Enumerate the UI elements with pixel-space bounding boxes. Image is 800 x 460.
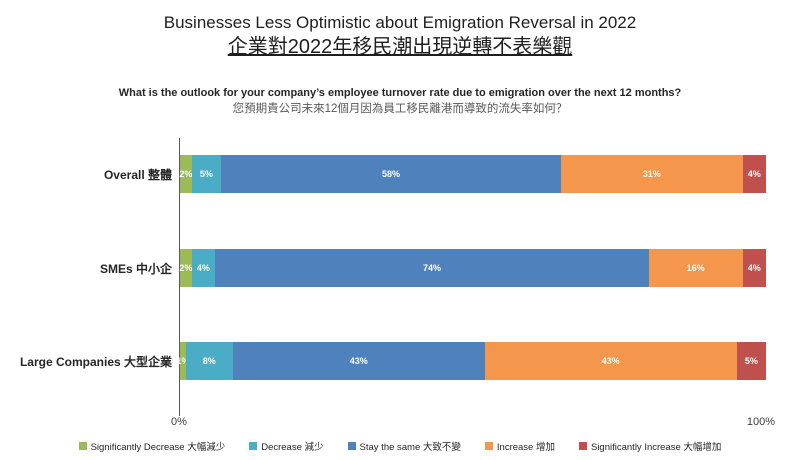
bar-segment: 2% (179, 249, 193, 287)
stacked-bar: 2% 5% 58% 31% 4% (179, 155, 766, 193)
legend-item: Increase 增加 (484, 439, 555, 453)
legend-item: Significantly Increase 大幅增加 (578, 439, 722, 453)
x-axis-label-min: 0% (171, 416, 187, 428)
legend-swatch (484, 442, 493, 450)
bar-segment: 31% (560, 155, 743, 193)
category-label: Large Companies 大型企業 (19, 354, 172, 369)
bar-segment: 58% (221, 155, 561, 193)
bar-segment: 8% (185, 342, 233, 380)
bar-segment: 43% (484, 342, 737, 380)
legend: Significantly Decrease 大幅減少 Decrease 減少 St… (0, 439, 800, 453)
bar-value-label: 5% (744, 356, 758, 366)
x-axis-tick (179, 412, 180, 416)
y-axis-line (179, 138, 180, 412)
survey-question-zh: 您預期貴公司未來12個月因為員工移民離港而導致的流失率如何？ (232, 103, 568, 115)
bar-value-label: 4% (196, 263, 210, 273)
bar-segment: 1% (176, 342, 189, 380)
category-label: Overall 整體 (103, 167, 172, 182)
bar-row: Large Companies 大型企業 1% 8% 43% 43% 5% (0, 342, 766, 380)
chart-header: Businesses Less Optimistic about Emigrat… (0, 12, 800, 61)
x-axis-label-max: 100% (746, 416, 776, 428)
stacked-bar: 1% 8% 43% 43% 5% (176, 342, 766, 380)
legend-label: Significantly Decrease 大幅減少 (90, 442, 226, 453)
bar-value-label: 16% (686, 263, 705, 273)
legend-swatch (78, 442, 87, 450)
legend-label: Decrease 減少 (261, 442, 324, 453)
legend-label: Increase 增加 (496, 442, 555, 453)
stacked-bar: 2% 4% 74% 16% 4% (179, 249, 766, 287)
bar-value-label: 4% (747, 169, 761, 179)
bar-segment: 5% (736, 342, 766, 380)
bar-value-label: 4% (747, 263, 761, 273)
bar-row: Overall 整體 2% 5% 58% 31% 4% (0, 155, 766, 193)
bar-value-label: 43% (601, 356, 620, 366)
bar-value-label: 2% (179, 263, 193, 273)
bar-segment: 16% (648, 249, 743, 287)
legend-label: Stay the same 大致不變 (359, 442, 461, 453)
legend-swatch (249, 442, 258, 450)
bar-segment: 74% (215, 249, 649, 287)
bar-segment: 4% (191, 249, 216, 287)
bar-segment: 4% (742, 155, 766, 193)
bar-value-label: 8% (202, 356, 216, 366)
bar-segment: 5% (191, 155, 222, 193)
bar-value-label: 2% (179, 169, 193, 179)
legend-swatch (578, 442, 587, 450)
bar-segment: 4% (742, 249, 766, 287)
legend-swatch (347, 442, 356, 450)
legend-label: Significantly Increase 大幅增加 (590, 442, 722, 453)
legend-item: Significantly Decrease 大幅減少 (78, 439, 226, 453)
category-label: SMEs 中小企 (99, 261, 172, 276)
bar-segment: 43% (232, 342, 485, 380)
chart-title-zh: 企業對2022年移民潮出現逆轉不表樂觀 (227, 36, 573, 58)
bar-segment: 2% (179, 155, 193, 193)
chart-title-en: Businesses Less Optimistic about Emigrat… (163, 13, 637, 32)
bar-value-label: 1% (176, 356, 190, 366)
legend-item: Stay the same 大致不變 (347, 439, 461, 453)
bar-row: SMEs 中小企 2% 4% 74% 16% 4% (0, 249, 766, 287)
bar-value-label: 31% (642, 169, 661, 179)
survey-question-en: What is the outlook for your company’s e… (118, 87, 682, 99)
legend-item: Decrease 減少 (249, 439, 324, 453)
bar-value-label: 43% (349, 356, 368, 366)
bar-value-label: 74% (422, 263, 441, 273)
survey-question: What is the outlook for your company’s e… (0, 86, 800, 118)
bar-value-label: 5% (199, 169, 213, 179)
bar-value-label: 58% (381, 169, 400, 179)
